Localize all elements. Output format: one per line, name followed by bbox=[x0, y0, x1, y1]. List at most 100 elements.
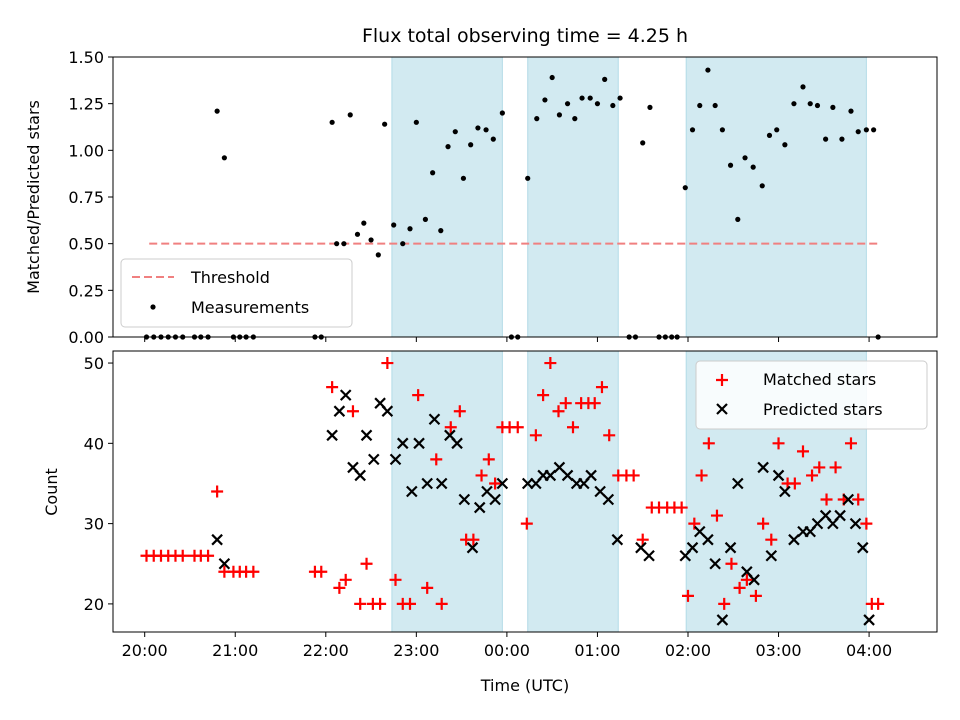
measurement-point bbox=[542, 97, 548, 103]
matched-star-point bbox=[872, 597, 885, 610]
bottom-y-tick-label: 30 bbox=[84, 515, 104, 534]
matched-star-point bbox=[435, 597, 448, 610]
predicted-star-point bbox=[779, 485, 791, 498]
predicted-star-point bbox=[421, 477, 433, 490]
measurement-point bbox=[759, 183, 765, 189]
matched-star-point bbox=[860, 517, 873, 530]
matched-star-point bbox=[520, 517, 533, 530]
bottom-legend-box bbox=[695, 360, 928, 430]
matched-star-point bbox=[681, 589, 694, 602]
measurement-point bbox=[697, 102, 703, 109]
measurement-point bbox=[564, 101, 571, 107]
predicted-star-point bbox=[211, 533, 223, 546]
measurement-point bbox=[468, 142, 474, 148]
predicted-star-point bbox=[702, 533, 714, 546]
predicted-star-point bbox=[466, 541, 479, 554]
measurement-point bbox=[572, 116, 578, 122]
matched-star-point bbox=[430, 453, 443, 466]
predicted-star-point bbox=[863, 614, 875, 626]
measurement-point bbox=[863, 127, 869, 133]
measurement-point bbox=[499, 110, 505, 116]
matched-star-point bbox=[412, 389, 425, 402]
predicted-star-point bbox=[585, 469, 597, 482]
bottom-y-tick-label: 50 bbox=[84, 354, 104, 373]
top-legend: Threshold Measurements bbox=[120, 258, 353, 328]
top-x-ticks bbox=[144, 337, 870, 342]
measurement-point bbox=[742, 155, 748, 161]
measurement-point bbox=[214, 108, 220, 114]
predicted-star-point bbox=[354, 469, 366, 482]
predicted-star-point bbox=[834, 509, 846, 522]
top-shaded-interval bbox=[391, 56, 503, 338]
bottom-y-tick-label: 40 bbox=[84, 434, 104, 453]
bottom-x-ticks: 20:00 21:00 22:00 23:00 00:00 01:00 02:00 03:00… bbox=[122, 632, 892, 660]
measurement-point bbox=[855, 129, 861, 135]
measurement-point bbox=[791, 101, 797, 107]
predicted-star-point bbox=[406, 485, 418, 498]
matched-star-point bbox=[595, 381, 608, 394]
top-y-tick-label: 1.50 bbox=[68, 48, 104, 67]
matched-star-point bbox=[566, 421, 579, 434]
matched-star-point bbox=[389, 573, 402, 586]
measurement-point bbox=[525, 175, 531, 181]
matched-star-point bbox=[326, 381, 339, 394]
predicted-star-point bbox=[772, 469, 785, 482]
matched-star-point bbox=[675, 501, 688, 514]
bottom-y-ticks: 20 30 40 50 bbox=[84, 354, 113, 614]
bottom-legend: Matched stars Predicted stars bbox=[695, 360, 928, 430]
measurement-point bbox=[483, 127, 489, 133]
matched-star-point bbox=[211, 485, 224, 498]
measurement-point bbox=[329, 119, 335, 125]
measurement-point bbox=[334, 241, 340, 247]
matched-star-point bbox=[718, 597, 731, 610]
measurement-point bbox=[782, 142, 788, 148]
measurement-point bbox=[848, 108, 854, 114]
predicted-star-point bbox=[333, 405, 346, 417]
top-legend-measurements-label: Measurements bbox=[191, 298, 309, 317]
matched-star-point bbox=[346, 405, 359, 418]
predicted-star-point bbox=[709, 557, 721, 570]
matched-star-point bbox=[467, 533, 480, 546]
matched-star-point bbox=[374, 597, 387, 610]
matched-star-point bbox=[627, 469, 640, 482]
matched-star-point bbox=[315, 565, 328, 578]
predicted-star-point bbox=[765, 549, 778, 562]
predicted-star-point bbox=[326, 429, 338, 442]
predicted-star-point bbox=[544, 469, 557, 482]
measurement-point bbox=[800, 84, 806, 90]
measurement-point bbox=[221, 155, 227, 161]
predicted-star-point bbox=[788, 533, 800, 546]
measurement-point bbox=[830, 104, 836, 110]
matched-star-point bbox=[202, 549, 215, 562]
x-tick-label: 21:00 bbox=[212, 641, 258, 660]
bottom-predicted-points bbox=[211, 389, 875, 626]
matched-star-point bbox=[511, 421, 524, 434]
predicted-star-point bbox=[339, 389, 352, 401]
measurement-point bbox=[640, 140, 646, 146]
measurement-point bbox=[413, 119, 419, 125]
top-y-tick-label: 1.00 bbox=[68, 141, 104, 160]
matched-star-point bbox=[381, 357, 394, 370]
matched-star-point bbox=[636, 533, 649, 546]
measurement-point bbox=[766, 132, 773, 138]
predicted-star-point bbox=[489, 493, 501, 506]
measurement-point bbox=[445, 144, 451, 150]
predicted-star-point bbox=[643, 549, 655, 562]
measurement-point bbox=[712, 102, 718, 109]
predicted-star-point bbox=[716, 614, 729, 626]
predicted-star-point bbox=[611, 533, 624, 546]
predicted-star-point bbox=[435, 477, 448, 490]
top-shaded-interval bbox=[527, 56, 619, 338]
matched-star-point bbox=[844, 437, 857, 450]
matched-star-point bbox=[333, 581, 346, 594]
measurement-point bbox=[689, 127, 696, 133]
measurement-point bbox=[617, 95, 623, 101]
predicted-star-point bbox=[842, 493, 855, 506]
measurement-point bbox=[490, 136, 496, 142]
matched-star-point bbox=[489, 477, 502, 490]
matched-star-point bbox=[339, 573, 352, 586]
measurement-point bbox=[556, 112, 563, 118]
top-legend-box bbox=[120, 258, 353, 328]
matched-star-point bbox=[749, 589, 762, 602]
measurement-point bbox=[347, 112, 353, 118]
